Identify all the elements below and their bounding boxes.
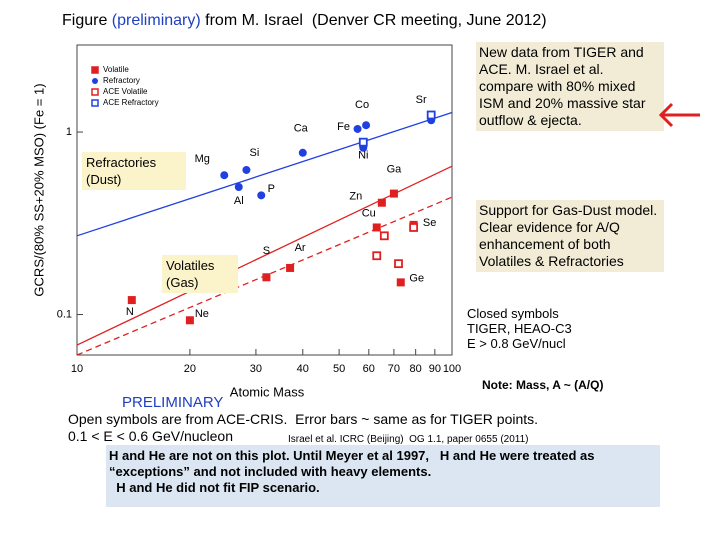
point-label: Co (355, 99, 369, 111)
point-label: Ca (294, 123, 309, 135)
point (242, 165, 251, 174)
x-tick-label: 100 (443, 363, 461, 375)
annotation-box: Volatiles (Gas) (162, 255, 238, 293)
line: E > 0.8 GeV/nucl (467, 336, 566, 351)
slide-title: Figure (preliminary) from M. Israel (Den… (62, 12, 547, 29)
point-label: N (126, 306, 134, 318)
x-tick-label: 20 (184, 363, 196, 375)
point (262, 273, 271, 282)
line: H and He did not fit FIP scenario. (109, 480, 320, 495)
point-label: Zn (349, 191, 362, 203)
point (185, 316, 194, 325)
point (389, 189, 398, 198)
open-note: Open symbols are from ACE-CRIS. Error ba… (68, 411, 539, 427)
point (362, 121, 371, 130)
legend-symbol (91, 88, 99, 96)
line: H and He are not on this plot. Until Mey… (109, 448, 595, 463)
x-tick-label: 90 (429, 363, 441, 375)
line: “exceptions” and not included with heavy… (109, 464, 432, 479)
point (372, 251, 382, 261)
legend-label: ACE Volatile (103, 87, 148, 96)
y-axis-label: GCRS/(80% SS+20% MSO) (Fe = 1) (31, 83, 46, 296)
reference: Israel et al. ICRC (Beijing) OG 1.1, pap… (288, 434, 529, 445)
point (286, 263, 295, 272)
x-tick-label: 50 (333, 363, 345, 375)
y-tick-label: 1 (66, 126, 72, 138)
point (396, 278, 405, 287)
bottom-note: H and He are not on this plot. Until Mey… (106, 445, 660, 507)
point (358, 137, 368, 147)
legend-label: Volatile (103, 65, 129, 74)
x-tick-label: 30 (250, 363, 262, 375)
preliminary: PRELIMINARY (122, 394, 224, 411)
x-tick-label: 40 (297, 363, 309, 375)
point-label: Al (234, 195, 244, 207)
fit-line (76, 165, 453, 346)
point-label: Ne (195, 308, 209, 320)
point-label: Ga (387, 163, 403, 175)
point (257, 191, 266, 200)
point (353, 124, 362, 133)
point (298, 148, 307, 157)
point-label: Sr (416, 94, 427, 106)
x-tick-label: 60 (363, 363, 375, 375)
point (372, 223, 381, 232)
annotation-box: Refractories (Dust) (82, 152, 186, 190)
plot-frame (76, 44, 453, 356)
point-label: Ni (358, 150, 368, 162)
x-tick-label: 80 (410, 363, 422, 375)
point-label: Cu (362, 207, 376, 219)
point (234, 182, 243, 191)
note-box: Support for Gas-Dust model. Clear eviden… (476, 200, 664, 272)
point (409, 223, 419, 232)
point (394, 259, 403, 269)
mass-note: Note: Mass, A ~ (A/Q) (482, 378, 604, 392)
legend-symbol (91, 99, 99, 107)
point-label: Si (250, 147, 260, 159)
point-label: Ar (295, 242, 306, 254)
title-part: (preliminary) (111, 12, 201, 29)
line: Closed symbols (467, 306, 559, 321)
x-axis-label: Atomic Mass (230, 384, 305, 399)
point-label: Se (423, 217, 436, 229)
legend-symbol (92, 78, 98, 84)
point-label: Fe (337, 121, 350, 133)
legend-label: ACE Refractory (103, 98, 159, 107)
point-label: S (263, 245, 270, 257)
point-label: Mg (195, 153, 210, 165)
point (377, 198, 386, 207)
point (220, 171, 229, 180)
closed-note: Closed symbols TIGER, HEAO-C3 E > 0.8 GeV/… (467, 306, 572, 351)
point-label: Ge (409, 272, 424, 284)
note-box: New data from TIGER and ACE. M. Israel e… (476, 42, 664, 131)
point (426, 110, 436, 120)
legend-label: Refractory (103, 76, 140, 85)
legend-symbol (91, 66, 99, 74)
line: TIGER, HEAO-C3 (467, 321, 572, 336)
x-tick-label: 10 (71, 363, 83, 375)
point (379, 231, 389, 241)
x-tick-label: 70 (388, 363, 400, 375)
title-part: from M. Israel (Denver CR meeting, June … (200, 12, 547, 29)
energy-note: 0.1 < E < 0.6 GeV/nucleon (68, 428, 234, 444)
fit-line (76, 111, 453, 237)
title-part: Figure (62, 12, 112, 29)
point-label: P (268, 183, 275, 195)
point (127, 296, 136, 305)
y-tick-label: 0.1 (57, 308, 72, 320)
